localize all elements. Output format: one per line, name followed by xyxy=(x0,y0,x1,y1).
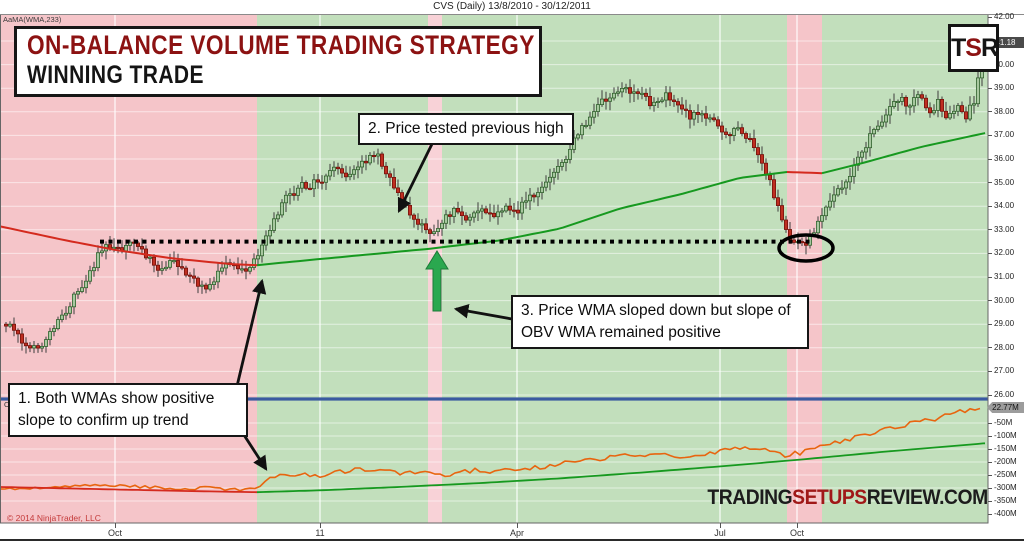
price-tick-label: 38.00 xyxy=(994,106,1015,116)
x-tick xyxy=(720,523,721,528)
price-tick xyxy=(988,87,992,89)
price-tick xyxy=(988,16,992,18)
obv-tick xyxy=(988,448,992,450)
tsr-logo: TSR xyxy=(948,24,999,72)
x-tick xyxy=(797,523,798,528)
panel-divider xyxy=(0,397,988,401)
price-tick xyxy=(988,134,992,136)
price-tick-label: 39.00 xyxy=(994,83,1015,93)
price-tick-label: 29.00 xyxy=(994,319,1015,329)
obv-tick xyxy=(988,422,992,424)
price-wma-line xyxy=(786,171,823,175)
green-up-arrow xyxy=(425,250,449,312)
annotation-price-tested-high: 2. Price tested previous high xyxy=(358,113,574,145)
price-tick-label: 28.00 xyxy=(994,342,1015,352)
ninjatrader-copyright: © 2014 NinjaTrader, LLC xyxy=(7,513,101,523)
price-tick-label: 31.00 xyxy=(994,272,1015,281)
obv-wma-line xyxy=(256,442,986,494)
regime-band xyxy=(787,14,822,523)
watermark-review: REVIEW.COM xyxy=(867,486,988,509)
obv-tick xyxy=(988,487,992,489)
obv-tick xyxy=(988,513,992,515)
strategy-title-line1: ON-BALANCE VOLUME TRADING STRATEGY xyxy=(27,30,535,60)
x-tick-label: Oct xyxy=(107,528,123,538)
obv-tick-label: -150M xyxy=(994,444,1017,453)
regime-band xyxy=(822,14,988,523)
last-price-badge: 41.18 xyxy=(987,37,1024,48)
obv-tick-label: -300M xyxy=(994,483,1017,492)
price-tick xyxy=(988,300,992,302)
annotation-arrow xyxy=(231,278,267,404)
x-tick-label: 11 xyxy=(315,528,325,538)
price-tick-label: 36.00 xyxy=(994,154,1015,163)
price-tick xyxy=(988,158,992,160)
obv-tick xyxy=(988,461,992,463)
price-tick xyxy=(988,252,992,254)
obv-tick-label: -350M xyxy=(994,496,1017,505)
price-wma-line xyxy=(821,132,986,175)
price-tick-label: 30.00 xyxy=(994,295,1015,305)
price-tick-label: 37.00 xyxy=(994,130,1015,140)
price-tick-label: 42.00 xyxy=(994,12,1015,22)
strategy-title-box: ON-BALANCE VOLUME TRADING STRATEGY WINNI… xyxy=(14,26,542,97)
tsr-logo-s: S xyxy=(965,34,982,62)
regime-band xyxy=(0,14,257,523)
obv-wma-line xyxy=(0,486,258,494)
obv-line xyxy=(0,407,981,492)
annotation-arrow xyxy=(397,143,434,213)
x-tick-label: Apr xyxy=(509,528,525,538)
window-title: CVS (Daily) 13/8/2010 - 30/12/2011 xyxy=(0,0,1024,15)
obv-tick xyxy=(988,435,992,437)
retest-ellipse xyxy=(777,233,835,263)
price-tick xyxy=(988,111,992,113)
tsr-logo-r: R xyxy=(980,34,999,62)
price-tick xyxy=(988,323,992,325)
price-tick-label: 40.00 xyxy=(994,59,1015,69)
price-tick-label: 33.00 xyxy=(994,224,1015,234)
obv-tick-label: -100M xyxy=(994,431,1017,440)
x-tick-label: Oct xyxy=(789,528,805,538)
price-tick xyxy=(988,276,992,278)
x-tick xyxy=(320,523,321,528)
obv-tick-label: -250M xyxy=(994,470,1017,479)
last-obv-badge: 22.77M xyxy=(987,402,1024,413)
annotation-both-wmas: 1. Both WMAs show positive slope to conf… xyxy=(8,383,248,437)
price-tick-label: 26.00 xyxy=(994,390,1015,399)
price-wma-line xyxy=(0,225,258,267)
annotation-wma-slope: 3. Price WMA sloped down but slope of OB… xyxy=(511,295,809,349)
x-tick-label: Jul xyxy=(714,528,726,538)
price-wma-line xyxy=(256,171,788,267)
site-watermark: TRADINGSETUPSREVIEW.COM xyxy=(707,486,989,510)
annotation-arrow xyxy=(453,304,513,321)
price-tick xyxy=(988,205,992,207)
window-bottom-edge xyxy=(0,539,1024,541)
price-tick-label: 34.00 xyxy=(994,201,1015,211)
obv-tick-label: -50M xyxy=(994,418,1013,427)
strategy-title-line2: WINNING TRADE xyxy=(27,61,204,89)
obv-tick xyxy=(988,474,992,476)
price-tick xyxy=(988,370,992,372)
candlestick-series xyxy=(4,44,985,354)
price-tick-label: 35.00 xyxy=(994,177,1015,187)
obv-tick xyxy=(988,500,992,502)
obv-tick-label: -200M xyxy=(994,457,1017,466)
tsr-logo-t: T xyxy=(951,34,966,62)
watermark-setups: SETUPS xyxy=(792,486,868,509)
x-tick xyxy=(517,523,518,528)
price-tick xyxy=(988,347,992,349)
price-tick-label: 27.00 xyxy=(994,366,1015,376)
price-tick-label: 32.00 xyxy=(994,248,1015,258)
price-tick xyxy=(988,394,992,396)
regime-band xyxy=(257,14,428,523)
watermark-trading: TRADING xyxy=(707,486,793,509)
x-tick xyxy=(115,523,116,528)
price-tick xyxy=(988,182,992,184)
price-wma-indicator-label: AaMA(WMA,233) xyxy=(3,15,62,24)
price-tick xyxy=(988,229,992,231)
obv-tick-label: -400M xyxy=(994,509,1017,518)
